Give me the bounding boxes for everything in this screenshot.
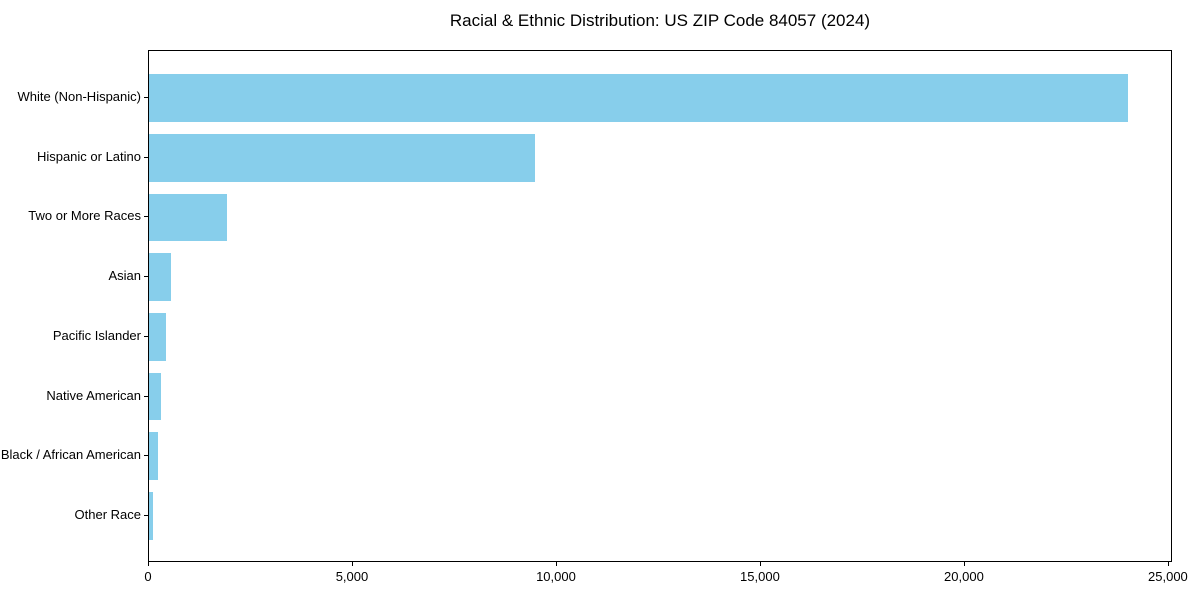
x-tick-mark [351, 562, 353, 566]
bar-other-race [149, 491, 154, 540]
x-tick-label: 0 [144, 569, 152, 584]
x-tick-mark [555, 562, 557, 566]
x-tick-label: 15,000 [740, 569, 780, 584]
x-tick-mark [759, 562, 761, 566]
x-tick-label: 5,000 [335, 569, 369, 584]
x-tick-mark [1167, 562, 1169, 566]
y-tick-label: Hispanic or Latino [36, 148, 141, 164]
x-tick-label: 20,000 [944, 569, 984, 584]
bar-black-african-american [149, 432, 159, 481]
y-tick-mark [144, 97, 148, 99]
bar-two-or-more-races [149, 193, 227, 242]
y-tick-label: Asian [108, 268, 141, 284]
y-tick-mark [144, 395, 148, 397]
y-tick-label: Two or More Races [28, 208, 141, 224]
y-tick-mark [144, 216, 148, 218]
y-tick-mark [144, 455, 148, 457]
y-tick-mark [144, 514, 148, 516]
y-tick-mark [144, 335, 148, 337]
x-tick-label: 10,000 [536, 569, 576, 584]
y-tick-label: Native American [46, 387, 141, 403]
bar-asian [149, 253, 172, 302]
x-tick-label: 25,000 [1148, 569, 1188, 584]
y-tick-label: White (Non-Hispanic) [17, 89, 141, 105]
x-tick-mark [963, 562, 965, 566]
bar-hispanic-or-latino [149, 133, 535, 182]
y-tick-label: Black / African American [0, 447, 141, 463]
bar-native-american [149, 372, 162, 421]
bar-white-non-hispanic [149, 74, 1129, 122]
chart-title: Racial & Ethnic Distribution: US ZIP Cod… [449, 11, 871, 30]
y-tick-label: Other Race [74, 506, 141, 522]
plot-area [148, 50, 1172, 562]
x-tick-mark [148, 562, 149, 566]
y-tick-label: Pacific Islander [52, 327, 141, 343]
bar-pacific-islander [149, 312, 167, 361]
y-tick-mark [144, 156, 148, 158]
y-tick-mark [144, 276, 148, 278]
